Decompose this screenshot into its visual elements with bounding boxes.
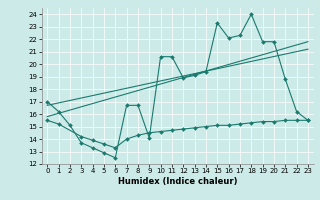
X-axis label: Humidex (Indice chaleur): Humidex (Indice chaleur) (118, 177, 237, 186)
